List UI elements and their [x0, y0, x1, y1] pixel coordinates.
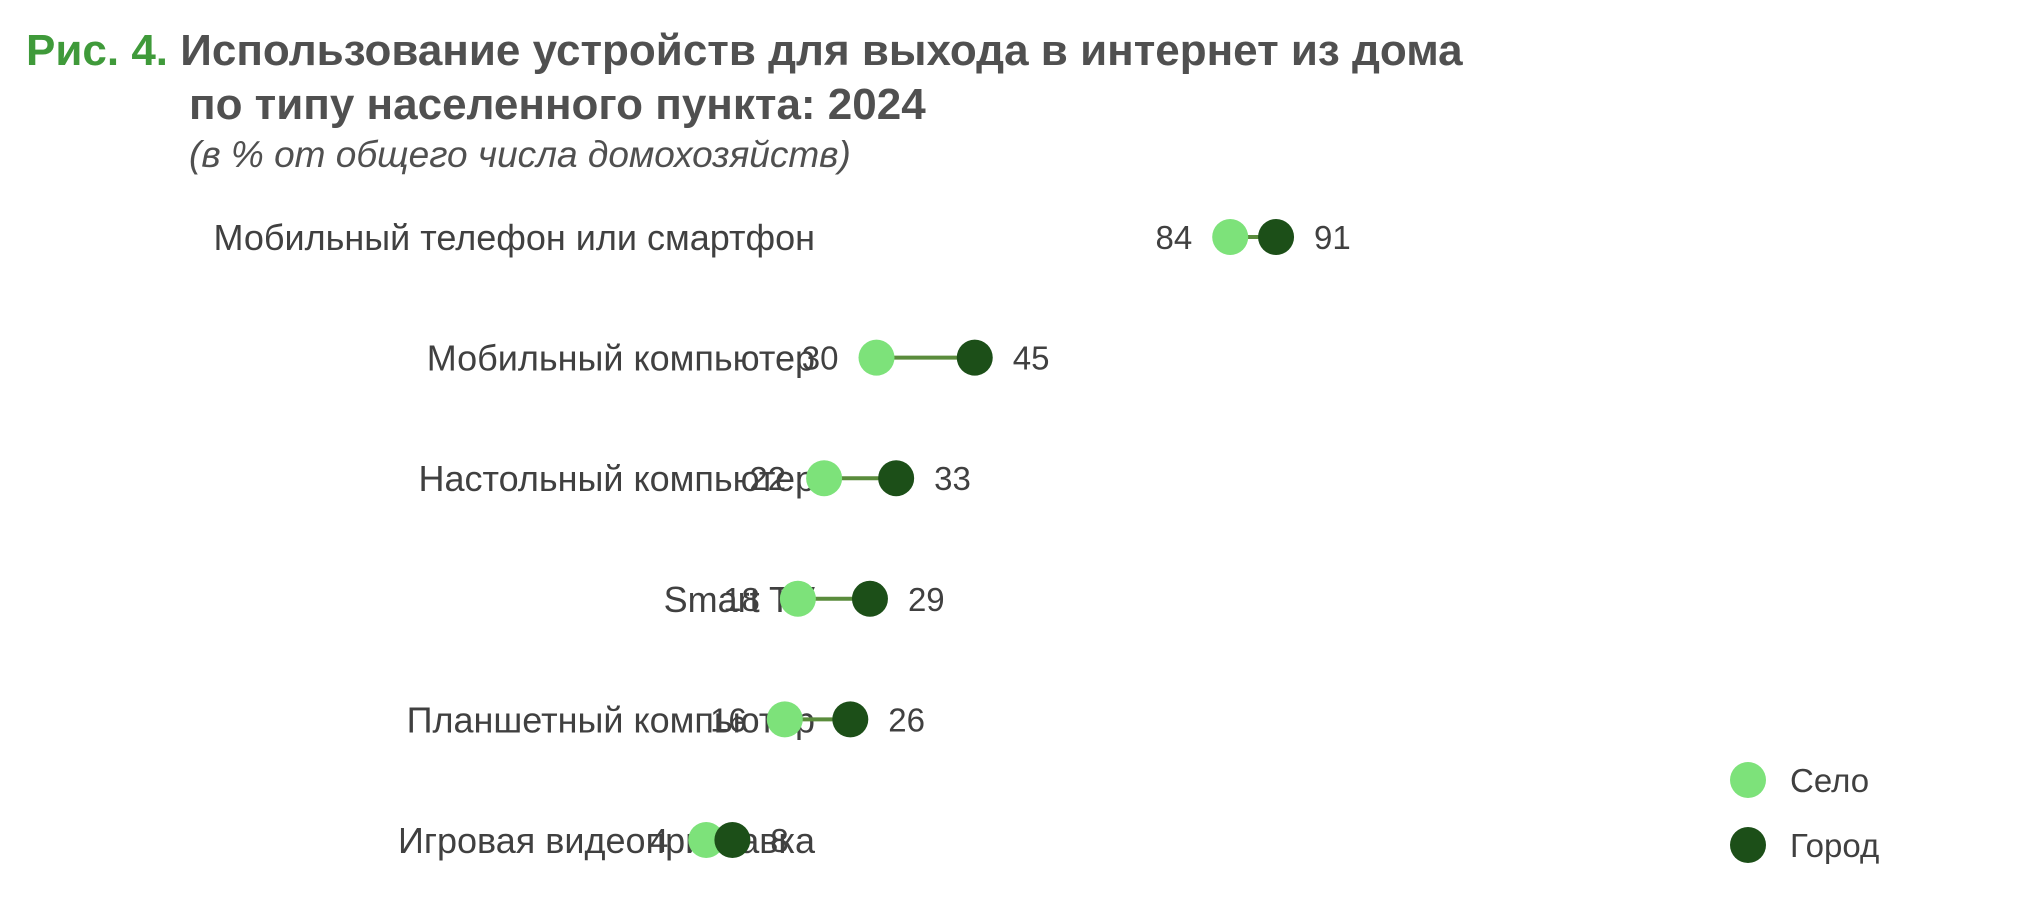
legend-marker-city — [1730, 827, 1766, 863]
village-value-label: 4 — [650, 822, 668, 859]
legend-label-city: Город — [1790, 827, 1879, 864]
category-label: Игровая видеоприставка — [398, 820, 816, 861]
value-labels: 84 91 30 45 22 33 18 29 16 26 4 8 — [650, 219, 1351, 859]
chart-title-line-2: по типу населенного пункта: 2024 — [189, 80, 926, 129]
chart-title-line-1: Рис. 4. Использование устройств для выхо… — [26, 26, 1463, 76]
village-value-label: 84 — [1155, 219, 1192, 256]
city-value-label: 26 — [888, 701, 925, 738]
category-label: Мобильный компьютер — [427, 338, 815, 379]
city-value-label: 91 — [1314, 219, 1351, 256]
village-value-label: 22 — [749, 460, 786, 497]
legend-label-village: Село — [1790, 762, 1869, 799]
city-value-label: 8 — [770, 822, 788, 859]
connector-lines — [706, 235, 1277, 842]
city-point — [956, 339, 993, 376]
category-label: Настольный компьютер — [419, 458, 815, 499]
city-point — [1258, 219, 1295, 255]
village-value-label: 30 — [802, 340, 839, 377]
category-labels: Мобильный телефон или смартфон Мобильный … — [214, 217, 816, 861]
city-point — [714, 822, 751, 858]
village-point — [806, 460, 843, 497]
legend: Село Город — [1730, 762, 1879, 864]
village-value-label: 16 — [710, 701, 747, 738]
category-label: Планшетный компьютер — [407, 699, 815, 740]
village-point — [779, 580, 816, 617]
chart-subtitle: (в % от общего числа домохозяйств) — [189, 134, 851, 175]
data-points — [688, 219, 1295, 858]
city-value-label: 45 — [1013, 340, 1050, 377]
city-point — [851, 580, 888, 617]
category-label: Мобильный телефон или смартфон — [214, 217, 815, 258]
village-point — [1212, 219, 1249, 255]
city-point — [878, 460, 915, 497]
city-point — [832, 701, 869, 738]
chart-title-text: Использование устройств для выхода в инт… — [180, 26, 1463, 75]
city-value-label: 29 — [908, 581, 945, 618]
village-point — [766, 701, 803, 738]
village-value-label: 18 — [723, 581, 760, 618]
legend-marker-village — [1730, 762, 1766, 798]
city-value-label: 33 — [934, 460, 971, 497]
village-point — [688, 822, 725, 858]
village-point — [858, 339, 895, 376]
figure-number: Рис. 4. — [26, 26, 169, 75]
